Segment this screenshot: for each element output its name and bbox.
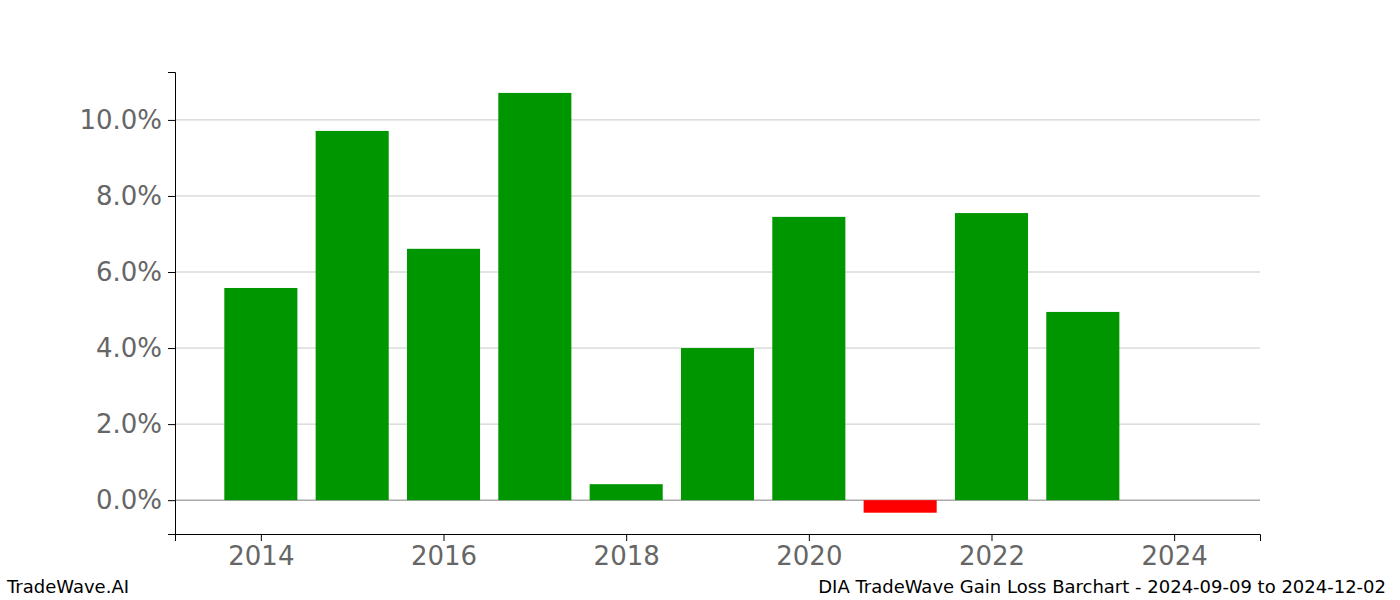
- tick: 4.0%: [96, 333, 175, 363]
- title: DIA TradeWave Gain Loss Barchart - 2024-…: [818, 576, 1386, 597]
- tick-label: 2020: [776, 541, 842, 571]
- tick: 0.0%: [96, 485, 175, 515]
- tick-label: 0.0%: [96, 485, 162, 515]
- tick-mark: [168, 500, 175, 501]
- tick-mark: [444, 534, 445, 541]
- tick-mark: [168, 348, 175, 349]
- annotation: TradeWave.AI: [6, 576, 129, 597]
- bar: [224, 288, 297, 500]
- tick: 2014: [228, 534, 294, 571]
- tick-label: 6.0%: [96, 257, 162, 287]
- x-axis: 2014 2016 2018 2020 2022 2024: [176, 534, 1261, 571]
- tick-label: 2022: [959, 541, 1025, 571]
- tick: 2.0%: [96, 409, 175, 439]
- tick-label: 2014: [228, 541, 294, 571]
- chart: 2014 2016 2018 2020 2022 2024 0.0% 2.0% 4.0% 6.0%…: [0, 0, 1400, 600]
- bar: [772, 217, 845, 500]
- bar: [498, 93, 571, 500]
- bar: [316, 131, 389, 500]
- tick-mark: [261, 534, 262, 541]
- tick-mark: [626, 534, 627, 541]
- bar: [1046, 312, 1119, 500]
- bar: [864, 500, 937, 513]
- tick-label: 8.0%: [96, 181, 162, 211]
- tick: 8.0%: [96, 181, 175, 211]
- tick: 2024: [1142, 534, 1208, 571]
- tick-label: 2016: [411, 541, 477, 571]
- grid: [175, 120, 1260, 500]
- bar: [590, 484, 663, 500]
- axis-line: [176, 535, 1261, 542]
- tick-mark: [168, 424, 175, 425]
- tick: 2016: [411, 534, 477, 571]
- tick: 2018: [594, 534, 660, 571]
- grid-line: [175, 119, 1260, 120]
- bar: [681, 348, 754, 500]
- tick: 10.0%: [79, 105, 175, 135]
- tick-mark: [809, 534, 810, 541]
- bar: [955, 213, 1028, 500]
- tick: 2022: [959, 534, 1025, 571]
- tick-label: 2.0%: [96, 409, 162, 439]
- tick-label: 10.0%: [79, 105, 162, 135]
- tick-mark: [168, 272, 175, 273]
- tick-mark: [991, 534, 992, 541]
- tick-label: 4.0%: [96, 333, 162, 363]
- tick-mark: [168, 196, 175, 197]
- tick: 6.0%: [96, 257, 175, 287]
- tick-mark: [168, 120, 175, 121]
- bars: [224, 93, 1119, 513]
- bar: [1138, 500, 1211, 501]
- tick-label: 2018: [594, 541, 660, 571]
- tick: 2020: [776, 534, 842, 571]
- y-axis: 0.0% 2.0% 4.0% 6.0% 8.0% 10.0%: [79, 73, 175, 535]
- tick-mark: [1174, 534, 1175, 541]
- tick-label: 2024: [1142, 541, 1208, 571]
- axis-line: [168, 73, 176, 535]
- bar: [407, 249, 480, 500]
